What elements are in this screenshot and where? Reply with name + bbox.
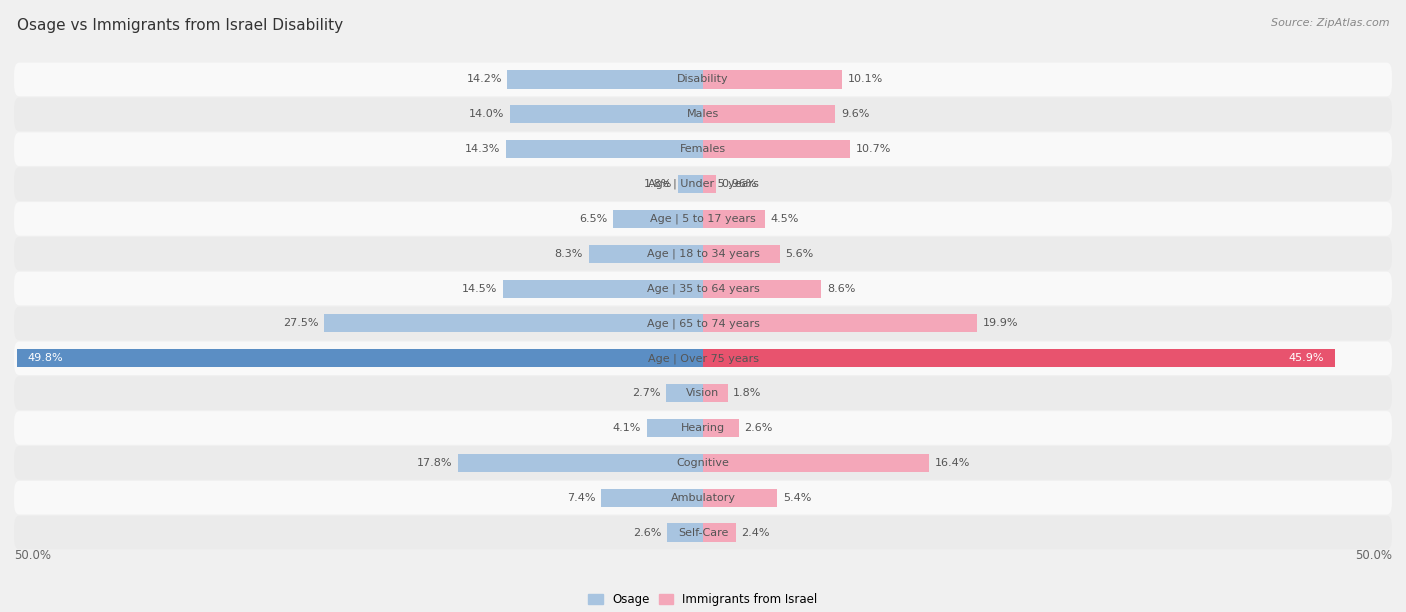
Text: Females: Females: [681, 144, 725, 154]
Text: 50.0%: 50.0%: [14, 549, 51, 562]
Bar: [613, 210, 703, 228]
Bar: [703, 175, 716, 193]
Text: Age | Over 75 years: Age | Over 75 years: [648, 353, 758, 364]
Bar: [703, 105, 835, 124]
Text: 2.6%: 2.6%: [633, 528, 662, 537]
Text: 50.0%: 50.0%: [1355, 549, 1392, 562]
Bar: [323, 315, 703, 332]
Text: 14.2%: 14.2%: [467, 75, 502, 84]
Text: Disability: Disability: [678, 75, 728, 84]
FancyBboxPatch shape: [14, 202, 1392, 236]
FancyBboxPatch shape: [14, 237, 1392, 271]
Bar: [647, 419, 703, 437]
Text: 4.5%: 4.5%: [770, 214, 799, 224]
Bar: [458, 453, 703, 472]
Text: 49.8%: 49.8%: [28, 353, 63, 364]
FancyBboxPatch shape: [14, 516, 1392, 550]
FancyBboxPatch shape: [14, 132, 1392, 166]
Text: 10.1%: 10.1%: [848, 75, 883, 84]
Text: 45.9%: 45.9%: [1289, 353, 1324, 364]
Text: Cognitive: Cognitive: [676, 458, 730, 468]
Text: 17.8%: 17.8%: [416, 458, 453, 468]
Bar: [668, 523, 703, 542]
Bar: [17, 349, 703, 367]
Text: 1.8%: 1.8%: [734, 388, 762, 398]
Text: Self-Care: Self-Care: [678, 528, 728, 537]
Text: 19.9%: 19.9%: [983, 318, 1018, 329]
Text: Hearing: Hearing: [681, 423, 725, 433]
Text: Source: ZipAtlas.com: Source: ZipAtlas.com: [1271, 18, 1389, 28]
Text: 14.3%: 14.3%: [465, 144, 501, 154]
Bar: [600, 488, 703, 507]
Bar: [666, 384, 703, 402]
Bar: [703, 488, 778, 507]
Text: Age | 5 to 17 years: Age | 5 to 17 years: [650, 214, 756, 224]
Text: 10.7%: 10.7%: [856, 144, 891, 154]
Bar: [703, 349, 1336, 367]
Text: 8.6%: 8.6%: [827, 283, 855, 294]
Bar: [508, 70, 703, 89]
Bar: [678, 175, 703, 193]
Text: Age | Under 5 years: Age | Under 5 years: [648, 179, 758, 189]
Text: Osage vs Immigrants from Israel Disability: Osage vs Immigrants from Israel Disabili…: [17, 18, 343, 34]
Text: 7.4%: 7.4%: [567, 493, 596, 502]
FancyBboxPatch shape: [14, 481, 1392, 515]
Text: 5.4%: 5.4%: [783, 493, 811, 502]
Bar: [703, 70, 842, 89]
Bar: [703, 453, 929, 472]
Text: 2.6%: 2.6%: [744, 423, 773, 433]
Text: Males: Males: [688, 110, 718, 119]
Text: 2.4%: 2.4%: [741, 528, 770, 537]
Text: Ambulatory: Ambulatory: [671, 493, 735, 502]
FancyBboxPatch shape: [14, 446, 1392, 480]
Bar: [703, 384, 728, 402]
Text: Age | 35 to 64 years: Age | 35 to 64 years: [647, 283, 759, 294]
Text: Age | 18 to 34 years: Age | 18 to 34 years: [647, 248, 759, 259]
Bar: [703, 280, 821, 297]
Text: 9.6%: 9.6%: [841, 110, 869, 119]
Text: 8.3%: 8.3%: [555, 248, 583, 259]
Bar: [703, 523, 737, 542]
FancyBboxPatch shape: [14, 376, 1392, 410]
Bar: [703, 245, 780, 263]
Text: 6.5%: 6.5%: [579, 214, 607, 224]
Text: 14.5%: 14.5%: [463, 283, 498, 294]
FancyBboxPatch shape: [14, 411, 1392, 445]
Text: 1.8%: 1.8%: [644, 179, 672, 189]
FancyBboxPatch shape: [14, 272, 1392, 305]
Bar: [703, 140, 851, 159]
Text: 16.4%: 16.4%: [935, 458, 970, 468]
Bar: [510, 105, 703, 124]
Bar: [503, 280, 703, 297]
Text: 4.1%: 4.1%: [613, 423, 641, 433]
Bar: [703, 210, 765, 228]
Text: 14.0%: 14.0%: [470, 110, 505, 119]
Text: Vision: Vision: [686, 388, 720, 398]
Bar: [703, 315, 977, 332]
Bar: [703, 419, 738, 437]
Legend: Osage, Immigrants from Israel: Osage, Immigrants from Israel: [588, 593, 818, 606]
Text: 5.6%: 5.6%: [786, 248, 814, 259]
Bar: [506, 140, 703, 159]
FancyBboxPatch shape: [14, 341, 1392, 375]
FancyBboxPatch shape: [14, 307, 1392, 340]
Text: 2.7%: 2.7%: [631, 388, 661, 398]
Bar: [589, 245, 703, 263]
Text: 27.5%: 27.5%: [283, 318, 319, 329]
FancyBboxPatch shape: [14, 62, 1392, 96]
FancyBboxPatch shape: [14, 167, 1392, 201]
Text: 0.96%: 0.96%: [721, 179, 756, 189]
FancyBboxPatch shape: [14, 97, 1392, 131]
Text: Age | 65 to 74 years: Age | 65 to 74 years: [647, 318, 759, 329]
